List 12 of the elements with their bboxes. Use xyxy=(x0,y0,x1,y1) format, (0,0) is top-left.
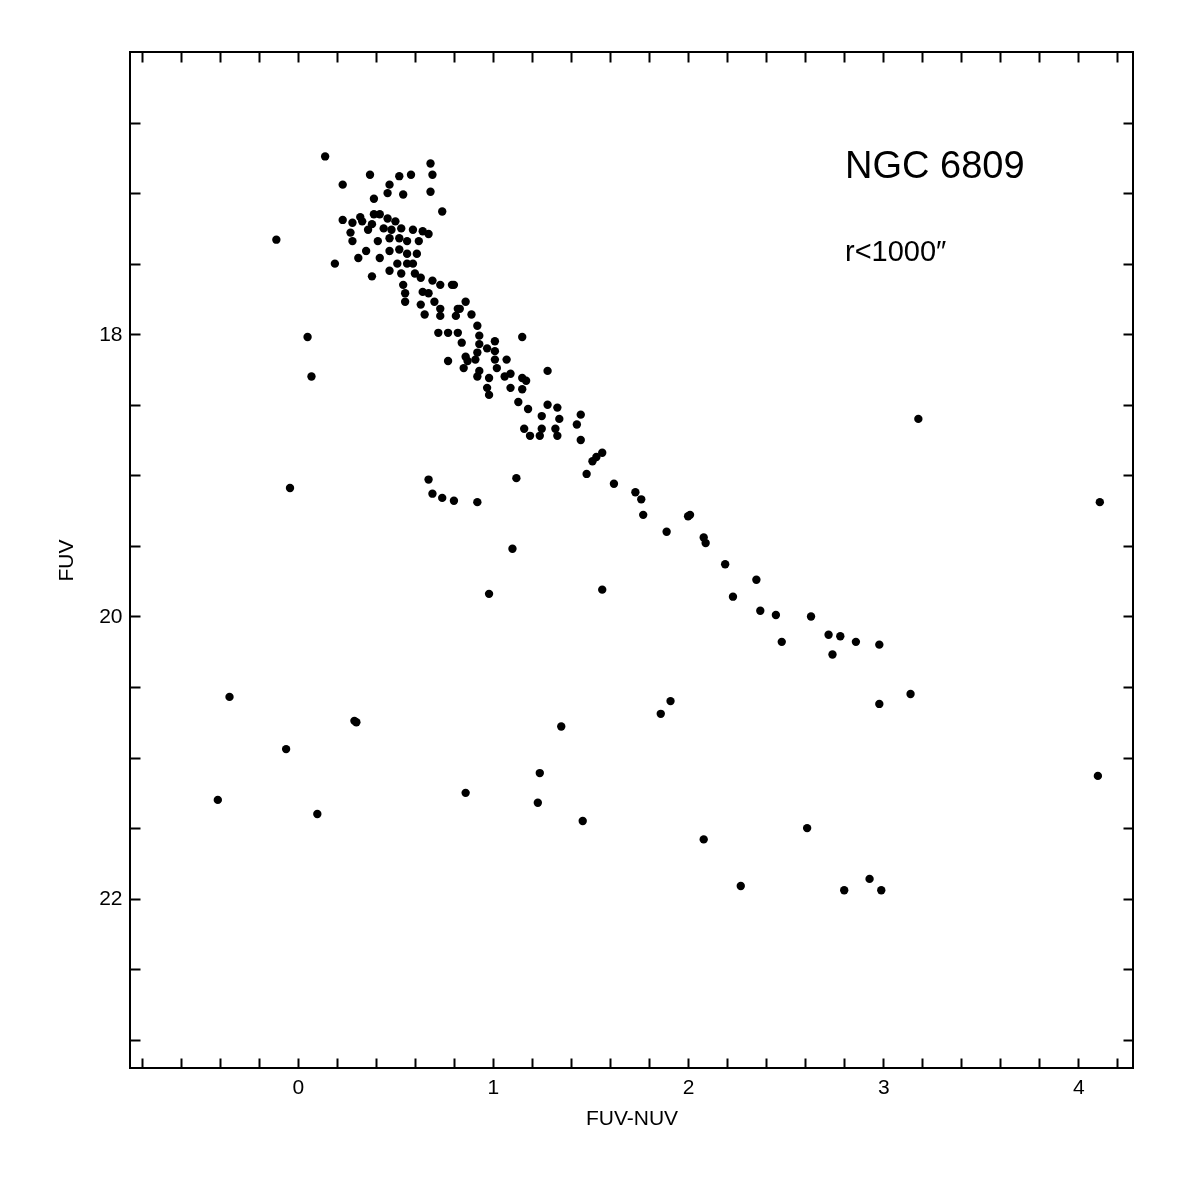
y-tick-label: 20 xyxy=(99,603,123,627)
x-axis-title: FUV-NUV xyxy=(585,1105,679,1129)
y-tick-label: 22 xyxy=(99,886,123,910)
annotation: NGC 6809 xyxy=(845,144,1025,186)
annotation: r<1000″ xyxy=(845,235,947,267)
x-tick-label: 0 xyxy=(292,1074,305,1098)
x-tick-label: 1 xyxy=(487,1074,500,1098)
y-axis-title: FUV xyxy=(54,539,78,582)
y-tick-label: 18 xyxy=(99,321,123,345)
x-tick-label: 2 xyxy=(682,1074,695,1098)
x-tick-label: 4 xyxy=(1073,1074,1086,1098)
x-tick-label: 3 xyxy=(877,1074,890,1098)
